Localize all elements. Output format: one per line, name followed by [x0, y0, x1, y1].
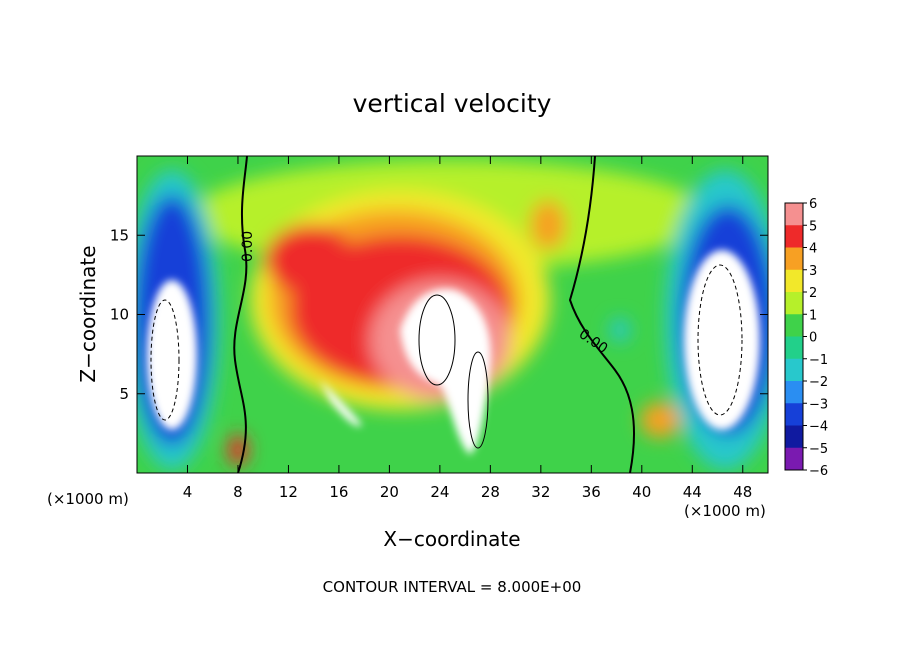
updraft-streak-white — [320, 380, 362, 427]
zero-contour-right — [568, 156, 636, 473]
colorbar-label: −5 — [809, 442, 828, 457]
x-axis-title: X−coordinate — [383, 527, 520, 551]
colorbar-label: −4 — [809, 420, 828, 435]
colorbar-swatch — [785, 403, 803, 426]
colorbar-swatch — [785, 225, 803, 248]
x-unit-right: (×1000 m) — [684, 502, 766, 520]
x-tick-label: 32 — [531, 483, 550, 501]
x-tick-label: 4 — [183, 483, 193, 501]
chart-title: vertical velocity — [353, 89, 552, 118]
right-dashed-contour — [697, 264, 743, 416]
contour-label-left: 0.00 — [240, 231, 256, 262]
contour-interval-note: CONTOUR INTERVAL = 8.000E+00 — [323, 578, 582, 596]
colorbar-swatch — [785, 247, 803, 271]
x-unit-left: (×1000 m) — [47, 490, 129, 508]
x-tick-label: 36 — [582, 483, 601, 501]
x-tick-label: 48 — [733, 483, 752, 501]
colorbar-label: 3 — [809, 264, 817, 279]
colorbar-label: −3 — [809, 397, 828, 412]
left-cell-red — [265, 225, 355, 295]
colorbar-swatch — [785, 314, 803, 337]
colorbar-label: 1 — [809, 308, 817, 323]
y-tick-label: 15 — [110, 226, 129, 244]
heatmap-field — [137, 156, 768, 473]
y-axis-title: Z−coordinate — [76, 245, 100, 382]
colorbar-label: −1 — [809, 353, 828, 368]
colorbar-swatch — [785, 292, 803, 315]
colorbar-swatch — [785, 336, 803, 360]
x-ticks: 4 8 12 16 20 24 28 32 36 40 44 48 — [183, 156, 752, 501]
x-tick-label: 8 — [233, 483, 243, 501]
upper-right-orange — [530, 200, 566, 250]
colorbar-swatch — [785, 447, 803, 471]
y-ticks: 5 10 15 — [110, 226, 768, 403]
zero-contour-left — [233, 156, 248, 473]
colorbar-swatch — [785, 358, 803, 382]
colorbar-swatch — [785, 381, 803, 404]
dashed-contours — [150, 264, 743, 421]
x-tick-label: 16 — [329, 483, 348, 501]
x-tick-label: 40 — [632, 483, 651, 501]
right-core-white — [684, 250, 760, 430]
colorbar-label: −2 — [809, 375, 828, 390]
colorbar-label: 0 — [809, 331, 817, 346]
colorbar-swatch — [785, 425, 803, 449]
left-dashed-contour — [150, 299, 180, 421]
zero-contours — [233, 156, 636, 473]
core-contour-1 — [418, 294, 456, 386]
colorbar-label: 2 — [809, 286, 817, 301]
colorbar: 6 5 4 3 2 1 0 −1 −2 −3 −4 −5 −6 — [784, 197, 828, 479]
colorbar-label: −6 — [809, 464, 828, 479]
y-tick-label: 10 — [110, 306, 129, 324]
x-tick-label: 20 — [380, 483, 399, 501]
colorbar-label: 4 — [809, 242, 817, 257]
colorbar-swatch — [785, 203, 803, 226]
solid-inner-contours — [418, 294, 489, 449]
low-orange-cell — [640, 402, 680, 438]
x-tick-label: 24 — [430, 483, 449, 501]
x-tick-label: 12 — [279, 483, 298, 501]
small-cyan-cell — [610, 318, 630, 342]
colorbar-label: 5 — [809, 219, 817, 234]
left-core-white — [147, 280, 197, 430]
y-tick-label: 5 — [119, 385, 129, 403]
colorbar-label: 6 — [809, 197, 817, 212]
x-tick-label: 28 — [481, 483, 500, 501]
colorbar-swatch — [785, 269, 803, 293]
core-contour-2 — [467, 351, 489, 449]
x-tick-label: 44 — [683, 483, 702, 501]
